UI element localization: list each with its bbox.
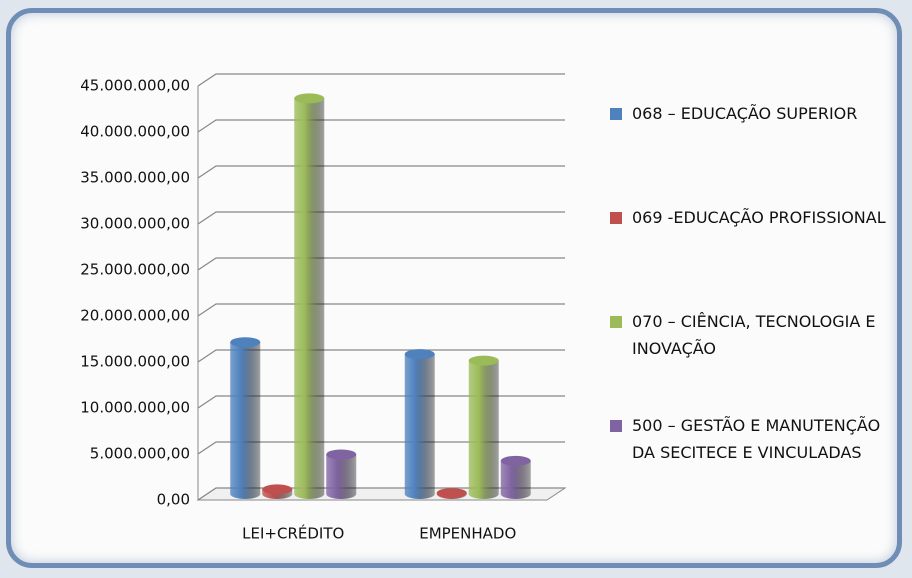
legend-label: 068 – EDUCAÇÃO SUPERIOR (632, 104, 858, 123)
y-tick-label: 5.000.000,00 (90, 445, 190, 463)
bar-top (230, 337, 261, 348)
bar (294, 98, 325, 500)
grid-line (197, 487, 565, 501)
bar (404, 354, 435, 499)
bar-top (468, 355, 499, 366)
legend-item: 069 -EDUCAÇÃO PROFISSIONAL (610, 204, 900, 308)
legend-swatch (610, 420, 622, 432)
legend-label: 069 -EDUCAÇÃO PROFISSIONAL (632, 208, 886, 227)
grid-line (197, 395, 565, 409)
legend: 068 – EDUCAÇÃO SUPERIOR 069 -EDUCAÇÃO PRO… (610, 100, 900, 516)
grid-line (197, 441, 565, 455)
y-tick-label: 35.000.000,00 (80, 169, 190, 187)
legend-item: 070 – CIÊNCIA, TECNOLOGIA E INOVAÇÃO (610, 308, 900, 412)
x-tick-label: LEI+CRÉDITO (242, 524, 344, 543)
grid-line (197, 211, 565, 225)
grid-line (197, 349, 565, 363)
bar-top (500, 455, 531, 466)
grid-line (197, 73, 565, 87)
legend-swatch (610, 316, 622, 328)
y-tick-label: 30.000.000,00 (80, 215, 190, 233)
bar-top (294, 93, 325, 104)
bar-top (326, 449, 357, 460)
y-tick-label: 45.000.000,00 (80, 77, 190, 95)
y-tick-label: 0,00 (157, 491, 190, 509)
grid-line (197, 119, 565, 133)
legend-swatch (610, 212, 622, 224)
grid-line (197, 303, 565, 317)
bar (326, 454, 357, 499)
x-tick-label: EMPENHADO (419, 525, 516, 543)
legend-item: 068 – EDUCAÇÃO SUPERIOR (610, 100, 900, 204)
legend-label: 500 – GESTÃO E MANUTENÇÃO DA SECITECE E … (632, 416, 881, 462)
chart-panel (6, 8, 902, 568)
y-tick-label: 20.000.000,00 (80, 307, 190, 325)
legend-item: 500 – GESTÃO E MANUTENÇÃO DA SECITECE E … (610, 412, 900, 516)
bar (230, 342, 261, 499)
bar (468, 360, 499, 499)
bar (500, 460, 531, 499)
legend-swatch (610, 108, 622, 120)
y-tick-label: 40.000.000,00 (80, 123, 190, 141)
bar-top (404, 349, 435, 360)
y-tick-label: 25.000.000,00 (80, 261, 190, 279)
grid-line (197, 257, 565, 271)
y-tick-label: 15.000.000,00 (80, 353, 190, 371)
legend-label: 070 – CIÊNCIA, TECNOLOGIA E INOVAÇÃO (632, 312, 876, 358)
y-tick-label: 10.000.000,00 (80, 399, 190, 417)
grid-line (197, 165, 565, 179)
bar-top (436, 488, 467, 499)
bar-top (262, 484, 293, 495)
